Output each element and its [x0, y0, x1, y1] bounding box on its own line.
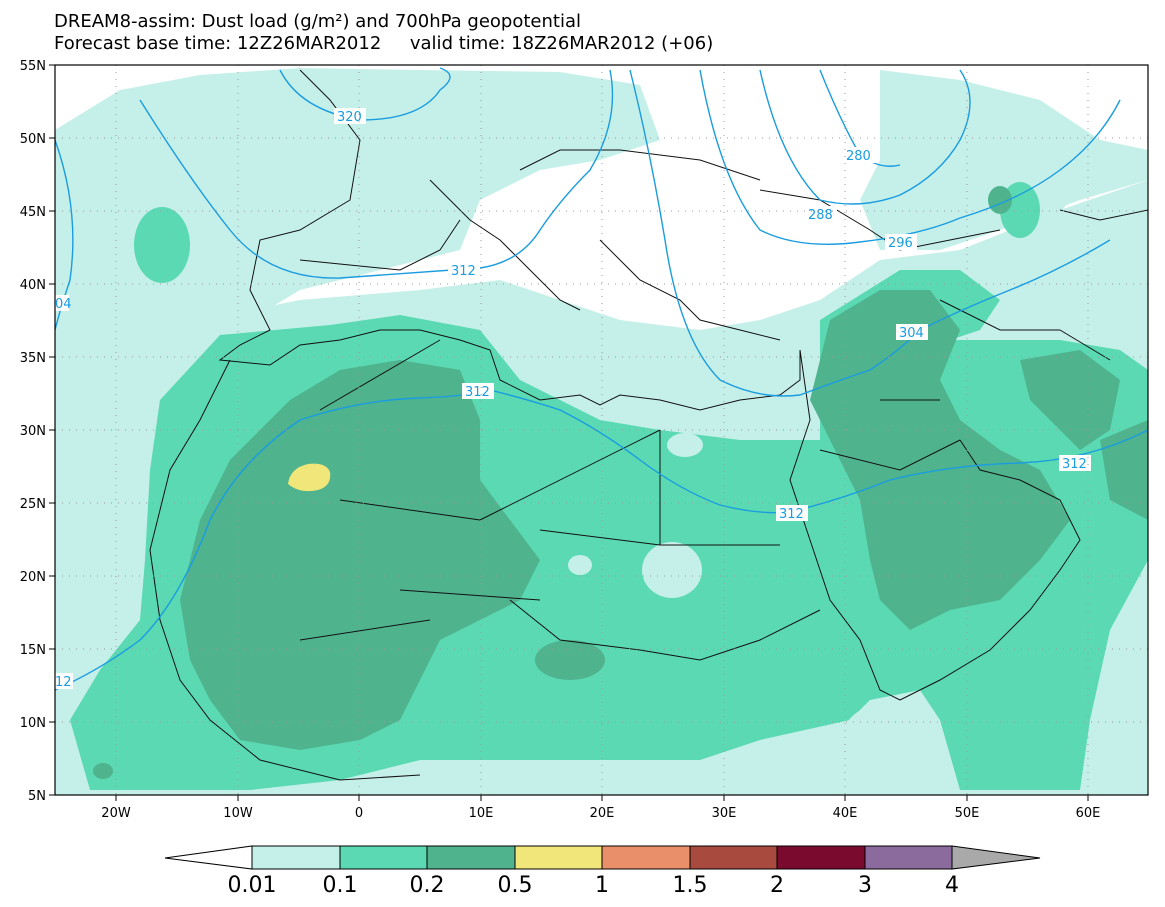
- lat-label-40n: 40N: [20, 278, 46, 293]
- contour-label-312-a: 312: [451, 264, 476, 279]
- contour-label-312-left: 12: [55, 675, 72, 690]
- contour-label-296: 296: [888, 236, 913, 251]
- colorbar-label-15: 1.5: [673, 873, 708, 898]
- longitude-labels: 20W 10W 0 10E 20E 30E 40E 50E 60E: [101, 806, 1100, 821]
- colorbar-box-4: [514, 845, 603, 870]
- contour-label-288: 288: [808, 208, 833, 223]
- lon-label-60e: 60E: [1076, 806, 1101, 821]
- contour-label-304: 304: [899, 326, 924, 341]
- colorbar-label-3: 3: [858, 873, 872, 898]
- colorbar-box-8: [864, 845, 953, 870]
- colorbar-box-7: [776, 845, 866, 870]
- lat-label-20n: 20N: [20, 570, 46, 585]
- lon-label-10w: 10W: [223, 806, 253, 821]
- colorbar-arrow-right: [951, 845, 1041, 870]
- lon-label-40e: 40E: [833, 806, 858, 821]
- lon-label-20w: 20W: [101, 806, 131, 821]
- lat-label-5n: 5N: [28, 789, 46, 804]
- lat-label-50n: 50N: [20, 132, 46, 147]
- lon-label-20e: 20E: [590, 806, 615, 821]
- contour-label-312-d: 312: [1062, 457, 1087, 472]
- graticule: [55, 65, 1148, 795]
- colorbar-label-05: 0.5: [498, 873, 533, 898]
- lon-label-10e: 10E: [469, 806, 494, 821]
- lat-label-35n: 35N: [20, 351, 46, 366]
- contour-label-320: 320: [337, 110, 362, 125]
- contour-label-304-left: 04: [55, 297, 72, 312]
- lat-label-25n: 25N: [20, 497, 46, 512]
- colorbar: 0.01 0.1 0.2 0.5 1 1.5 2 3 4: [164, 845, 1041, 898]
- map-area: 320 312 280 288 296 304 312 312 312 04 1…: [55, 65, 1148, 795]
- colorbar-label-2: 2: [770, 873, 784, 898]
- colorbar-arrow-left: [164, 845, 253, 870]
- colorbar-label-01: 0.1: [323, 873, 358, 898]
- lat-label-45n: 45N: [20, 205, 46, 220]
- colorbar-label-1: 1: [595, 873, 609, 898]
- colorbar-box-5: [601, 845, 691, 870]
- lat-label-15n: 15N: [20, 643, 46, 658]
- contour-labels: 320 312 280 288 296 304 312 312 312 04 1…: [55, 108, 1091, 690]
- lon-label-50e: 50E: [955, 806, 980, 821]
- contour-label-280: 280: [846, 149, 871, 164]
- contour-label-312-b: 312: [465, 385, 490, 400]
- colorbar-box-2: [339, 845, 428, 870]
- colorbar-label-001: 0.01: [228, 873, 277, 898]
- lat-label-10n: 10N: [20, 716, 46, 731]
- map-title: DREAM8-assim: Dust load (g/m²) and 700hP…: [54, 11, 581, 32]
- contour-label-312-c: 312: [779, 507, 804, 522]
- lat-label-30n: 30N: [20, 424, 46, 439]
- dust-level-02: [93, 186, 1148, 779]
- colorbar-box-6: [689, 845, 778, 870]
- colorbar-box-1: [251, 845, 341, 870]
- colorbar-label-4: 4: [945, 873, 959, 898]
- axis-ticks: [49, 64, 1089, 801]
- colorbar-label-02: 0.2: [410, 873, 445, 898]
- dust-clear-patches: [568, 433, 920, 785]
- lat-label-55n: 55N: [20, 59, 46, 74]
- colorbar-box-3: [426, 845, 516, 870]
- latitude-labels: 55N 50N 45N 40N 35N 30N 25N 20N 15N 10N …: [20, 59, 46, 804]
- lon-label-0: 0: [355, 806, 363, 821]
- dust-level-05: [288, 463, 331, 492]
- lon-label-30e: 30E: [712, 806, 737, 821]
- map-subtitle: Forecast base time: 12Z26MAR2012 valid t…: [54, 33, 714, 54]
